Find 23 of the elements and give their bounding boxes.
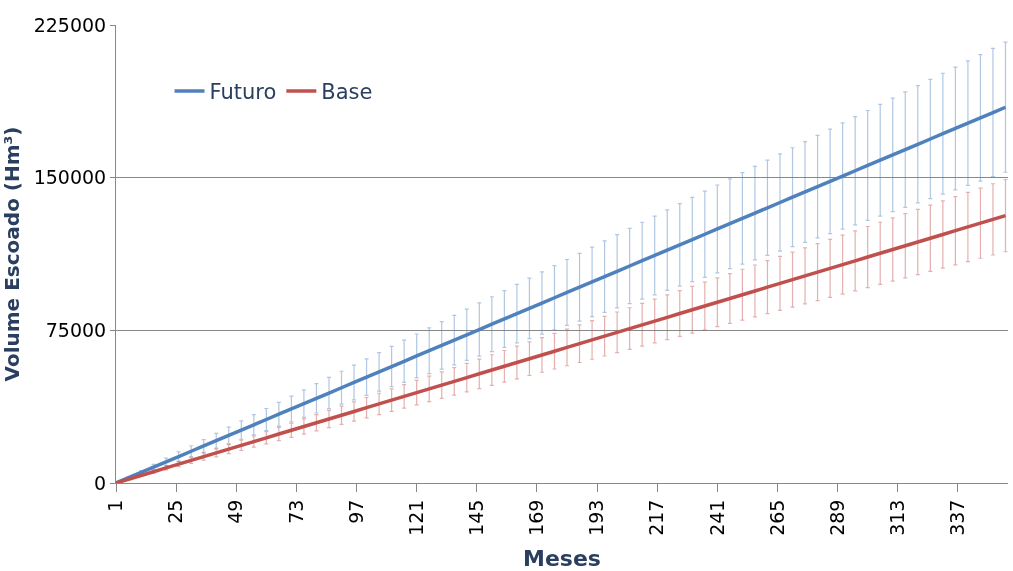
x-tick-label: 337 [946,499,969,536]
x-tick-label: 313 [885,499,908,536]
x-tick-label: 97 [344,499,367,524]
x-tick-label: 145 [464,499,487,536]
x-axis-title: Meses [523,545,601,571]
x-tick-label: 217 [645,499,668,536]
x-tick-label: 289 [825,499,848,536]
x-tick-label: 241 [705,499,728,536]
x-tick-label: 49 [224,499,247,524]
legend-label: Futuro [209,80,277,105]
x-tick-label: 1 [104,499,127,512]
y-axis-title: Volume Escoado (Hm³) [0,126,24,382]
x-tick-label: 169 [525,499,548,536]
y-tick-label: 0 [94,471,107,494]
y-tick-label: 225000 [33,13,107,36]
x-tick-label: 193 [585,499,608,536]
y-tick-label: 150000 [33,166,107,189]
x-tick-label: 25 [164,499,187,524]
x-tick-label: 73 [284,499,307,524]
x-tick-label: 121 [404,499,427,536]
x-tick-label: 265 [765,499,788,536]
legend-label: Base [321,80,373,105]
y-tick-label: 75000 [45,318,107,341]
